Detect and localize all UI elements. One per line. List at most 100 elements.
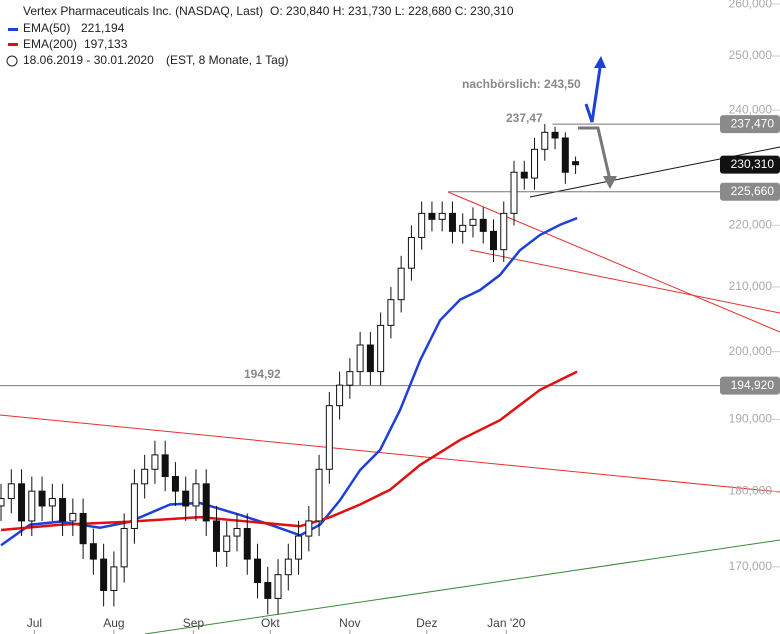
candle-body [387, 299, 395, 326]
last-price-box [720, 155, 780, 174]
annotation: nachbörslich: 243,50 [462, 77, 581, 91]
legend-value: 197,133 [84, 37, 128, 51]
quote: O: 230,840 H: 231,730 L: 228,680 C: 230,… [270, 4, 514, 18]
x-tick-label: Jul [27, 616, 42, 630]
x-tick-label: Sep [183, 616, 205, 630]
candle-body [448, 212, 456, 232]
candle-body [79, 512, 87, 545]
y-tick-label: 180,000 [729, 483, 773, 497]
candle-body [572, 161, 580, 166]
candle-body [356, 344, 364, 373]
y-tick-label: 250,000 [729, 48, 773, 62]
range: 18.06.2019 - 30.01.2020 [23, 53, 154, 67]
candle-body [59, 498, 67, 522]
level-box [720, 182, 780, 201]
candle-body [418, 212, 426, 238]
x-tick-label: Jan '20 [487, 616, 526, 630]
trendline [0, 414, 780, 493]
candle-body [192, 483, 200, 507]
y-tick-label: 260,000 [729, 0, 773, 10]
candle-body [500, 212, 508, 251]
candle-body [561, 137, 569, 173]
x-tick-label: Okt [261, 616, 280, 630]
y-tick-label: 240,000 [729, 102, 773, 116]
range-note: (EST, 8 Monate, 1 Tag) [166, 53, 289, 67]
y-tick-label: 170,000 [729, 559, 773, 573]
y-tick-label: 210,000 [729, 279, 773, 293]
candle-body [469, 218, 477, 226]
candle-body [151, 454, 159, 470]
candle-body [336, 384, 344, 407]
level-box [720, 376, 780, 395]
candle-body [233, 527, 241, 537]
candle-body [315, 468, 323, 522]
candle-body [110, 566, 118, 591]
candle-body [264, 582, 272, 599]
candle-body [479, 218, 487, 232]
candle-body [38, 490, 46, 507]
candle-body [531, 148, 539, 179]
candle-body [510, 171, 518, 214]
level-label: 237,470 [731, 116, 775, 130]
header: Vertex Pharmaceuticals Inc. (NASDAQ, Las… [6, 4, 514, 67]
candle-body [243, 527, 251, 560]
legend-label: EMA(200) [23, 37, 77, 51]
legend-swatch [8, 28, 18, 31]
y-tick-label: 200,000 [729, 344, 773, 358]
trendlines [0, 146, 780, 634]
legend-swatch [8, 43, 18, 46]
candle-body [202, 483, 210, 522]
y-tick-label: 220,000 [729, 218, 773, 232]
trendline [529, 146, 780, 198]
candle-body [0, 498, 5, 507]
candle-body [223, 535, 231, 552]
candle-body [428, 212, 436, 220]
candle-body [366, 344, 374, 373]
annotation: 237,47 [506, 111, 543, 125]
candle-body [551, 131, 559, 139]
candle-body [120, 527, 128, 568]
level-box [720, 115, 780, 134]
candle-body [141, 468, 149, 485]
arrow [584, 67, 602, 123]
candle-body [18, 483, 26, 522]
ema-line [0, 370, 578, 532]
y-tick-label: 190,000 [729, 412, 773, 426]
candle-body [48, 498, 56, 507]
candle-body [182, 490, 190, 507]
candle-body [7, 483, 15, 500]
candle-body [254, 558, 262, 584]
candle-body [305, 520, 313, 537]
candle-body [100, 558, 108, 591]
candle-body [89, 543, 97, 560]
arrow-head [594, 56, 606, 68]
x-tick-label: Nov [339, 616, 360, 630]
candle-body [325, 405, 333, 470]
candle-body [346, 371, 354, 386]
legend-label: EMA(50) [23, 21, 70, 35]
arrows [578, 56, 617, 189]
trendline [447, 191, 780, 333]
candle-body [520, 171, 528, 179]
candle-body [28, 490, 36, 522]
candle-body [541, 131, 549, 150]
candle-body [489, 230, 497, 251]
candle-body [69, 512, 77, 522]
x-tick-label: Aug [103, 616, 124, 630]
candle-body [171, 476, 179, 492]
candle-body [459, 224, 467, 232]
candle-body [295, 535, 303, 560]
title: Vertex Pharmaceuticals Inc. (NASDAQ, Las… [23, 4, 263, 18]
arrow-head [603, 176, 617, 189]
candle-body [438, 212, 446, 220]
level-label: 225,660 [731, 184, 775, 198]
trendline [469, 249, 780, 314]
candle-body [130, 483, 138, 529]
ema-line [0, 216, 578, 547]
candle-body [161, 454, 169, 478]
candle-body [212, 520, 220, 552]
arrow [578, 126, 612, 181]
candle-body [274, 574, 282, 599]
